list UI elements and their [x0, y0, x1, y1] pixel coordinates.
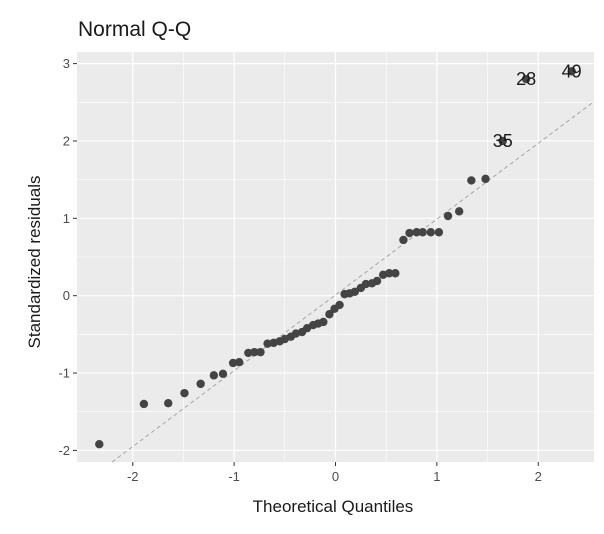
- data-point: [372, 276, 382, 286]
- data-point: [95, 440, 104, 449]
- data-point: [139, 399, 149, 409]
- data-point: [164, 399, 173, 408]
- data-point: [234, 358, 244, 367]
- data-points: [95, 67, 576, 449]
- data-point: [521, 74, 531, 84]
- data-point: [209, 371, 219, 380]
- data-point: [335, 300, 344, 310]
- data-point: [454, 207, 464, 216]
- x-axis-title: Theoretical Quantiles: [253, 497, 414, 516]
- data-point: [256, 347, 265, 357]
- data-point: [218, 369, 228, 379]
- y-tick-label: 1: [63, 211, 70, 226]
- x-tick-label: 1: [433, 469, 440, 484]
- x-axis-ticks: -2 -1 0 1 2: [127, 462, 542, 484]
- data-point: [250, 347, 259, 357]
- x-tick-label: -2: [127, 469, 139, 484]
- data-point: [567, 67, 576, 76]
- y-tick-label: -1: [58, 366, 70, 381]
- chart-title: Normal Q-Q: [78, 18, 191, 41]
- x-tick-label: 2: [535, 469, 542, 484]
- point-label-28: 28: [516, 69, 536, 89]
- y-tick-label: 2: [63, 133, 70, 148]
- data-point: [467, 176, 476, 185]
- data-point: [325, 310, 334, 319]
- data-point: [481, 174, 490, 184]
- x-tick-label: 0: [332, 469, 339, 484]
- data-point: [443, 211, 453, 221]
- data-point: [385, 269, 394, 278]
- point-labels: 35 28 49: [493, 61, 582, 151]
- data-point: [412, 228, 421, 237]
- data-point: [418, 228, 427, 237]
- data-point: [426, 228, 435, 237]
- y-axis-ticks: -2 -1 0 1 2 3: [58, 56, 77, 458]
- y-axis-title: Standardized residuals: [25, 176, 44, 349]
- data-point: [180, 388, 189, 398]
- data-point: [498, 136, 507, 146]
- y-tick-label: 0: [63, 288, 70, 303]
- point-label-49: 49: [562, 61, 582, 81]
- major-gridlines: [77, 52, 594, 462]
- point-label-35: 35: [493, 131, 513, 151]
- data-point: [399, 235, 408, 245]
- y-tick-label: -2: [58, 443, 70, 458]
- data-point: [405, 228, 414, 238]
- data-point: [319, 317, 328, 327]
- data-point: [391, 269, 400, 278]
- reference-line: [111, 101, 595, 463]
- data-point: [434, 228, 444, 237]
- data-point: [196, 379, 205, 389]
- x-tick-label: -1: [228, 469, 240, 484]
- y-tick-label: 3: [63, 56, 70, 71]
- data-point: [350, 287, 359, 297]
